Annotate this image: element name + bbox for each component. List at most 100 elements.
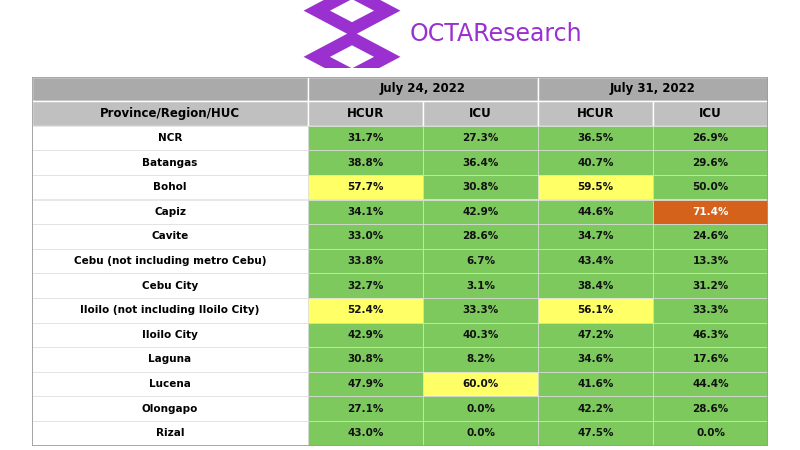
Text: 57.7%: 57.7% [347, 182, 384, 192]
Bar [653, 298, 768, 323]
Bar [308, 224, 423, 249]
Bar [308, 199, 423, 224]
Bar [423, 396, 538, 421]
Bar [538, 249, 653, 273]
Text: Iloilo City: Iloilo City [142, 330, 198, 340]
Text: 44.4%: 44.4% [692, 379, 729, 389]
Text: 56.1%: 56.1% [578, 305, 614, 315]
Text: Capiz: Capiz [154, 207, 186, 217]
Text: 33.0%: 33.0% [347, 231, 384, 241]
Text: 34.1%: 34.1% [347, 207, 384, 217]
Bar [32, 101, 308, 126]
Text: 6.7%: 6.7% [466, 256, 495, 266]
Text: 71.4%: 71.4% [692, 207, 729, 217]
Bar [32, 298, 308, 323]
Bar [32, 396, 308, 421]
Bar [538, 150, 653, 175]
Polygon shape [304, 0, 401, 36]
Bar [308, 372, 423, 396]
Text: 50.0%: 50.0% [692, 182, 729, 192]
Bar [423, 101, 538, 126]
Bar [653, 150, 768, 175]
Text: 47.9%: 47.9% [347, 379, 384, 389]
Text: 28.6%: 28.6% [462, 231, 498, 241]
Bar [423, 175, 538, 199]
Text: 13.3%: 13.3% [692, 256, 729, 266]
Bar [653, 101, 768, 126]
Polygon shape [330, 0, 374, 22]
Bar [423, 372, 538, 396]
Bar [653, 347, 768, 372]
Text: July 31, 2022: July 31, 2022 [610, 82, 696, 95]
Text: 43.4%: 43.4% [578, 256, 614, 266]
Text: Bohol: Bohol [154, 182, 186, 192]
Text: 41.6%: 41.6% [578, 379, 614, 389]
Text: 43.0%: 43.0% [347, 428, 384, 438]
Text: 0.0%: 0.0% [696, 428, 725, 438]
Text: 33.3%: 33.3% [692, 305, 729, 315]
Text: 38.4%: 38.4% [578, 281, 614, 291]
Bar [32, 372, 308, 396]
Bar [423, 298, 538, 323]
Text: 26.9%: 26.9% [693, 133, 729, 143]
Text: Cavite: Cavite [151, 231, 189, 241]
Bar [653, 273, 768, 298]
Text: Iloilo (not including Iloilo City): Iloilo (not including Iloilo City) [80, 305, 260, 315]
Bar [32, 323, 308, 347]
Text: 42.9%: 42.9% [462, 207, 498, 217]
Bar [538, 175, 653, 199]
Bar [423, 323, 538, 347]
Text: Lucena: Lucena [149, 379, 191, 389]
Bar [308, 101, 423, 126]
Text: 47.2%: 47.2% [578, 330, 614, 340]
Bar [423, 347, 538, 372]
Bar [538, 273, 653, 298]
Text: HCUR: HCUR [347, 107, 384, 120]
Text: July 24, 2022: July 24, 2022 [380, 82, 466, 95]
Bar [538, 199, 653, 224]
Text: 34.6%: 34.6% [578, 355, 614, 365]
Text: 59.5%: 59.5% [578, 182, 614, 192]
Bar [538, 372, 653, 396]
Bar [538, 347, 653, 372]
Bar [538, 298, 653, 323]
Text: 27.3%: 27.3% [462, 133, 498, 143]
Bar [308, 323, 423, 347]
Bar [538, 126, 653, 150]
Text: ICU: ICU [469, 107, 492, 120]
Bar [538, 421, 653, 446]
Text: 31.2%: 31.2% [692, 281, 729, 291]
Bar [32, 76, 308, 101]
Polygon shape [330, 45, 374, 68]
Bar [423, 199, 538, 224]
Bar [308, 249, 423, 273]
Bar [32, 421, 308, 446]
Text: Olongapo: Olongapo [142, 404, 198, 414]
Bar [32, 199, 308, 224]
Text: 34.7%: 34.7% [578, 231, 614, 241]
Bar [308, 347, 423, 372]
Bar [653, 249, 768, 273]
Bar [653, 126, 768, 150]
Bar [308, 396, 423, 421]
Text: 0.0%: 0.0% [466, 428, 495, 438]
Bar [538, 323, 653, 347]
Text: 3.1%: 3.1% [466, 281, 495, 291]
Bar [308, 421, 423, 446]
Text: 33.3%: 33.3% [462, 305, 498, 315]
Bar [423, 421, 538, 446]
Text: 17.6%: 17.6% [692, 355, 729, 365]
Text: 32.7%: 32.7% [347, 281, 384, 291]
Text: 52.4%: 52.4% [347, 305, 384, 315]
Bar [32, 175, 308, 199]
Text: 42.2%: 42.2% [578, 404, 614, 414]
Text: 33.8%: 33.8% [347, 256, 384, 266]
Text: 27.1%: 27.1% [347, 404, 384, 414]
Bar [32, 347, 308, 372]
Text: NCR: NCR [158, 133, 182, 143]
Bar [308, 298, 423, 323]
Bar [32, 273, 308, 298]
Text: 8.2%: 8.2% [466, 355, 495, 365]
Polygon shape [304, 31, 401, 82]
Bar [423, 249, 538, 273]
